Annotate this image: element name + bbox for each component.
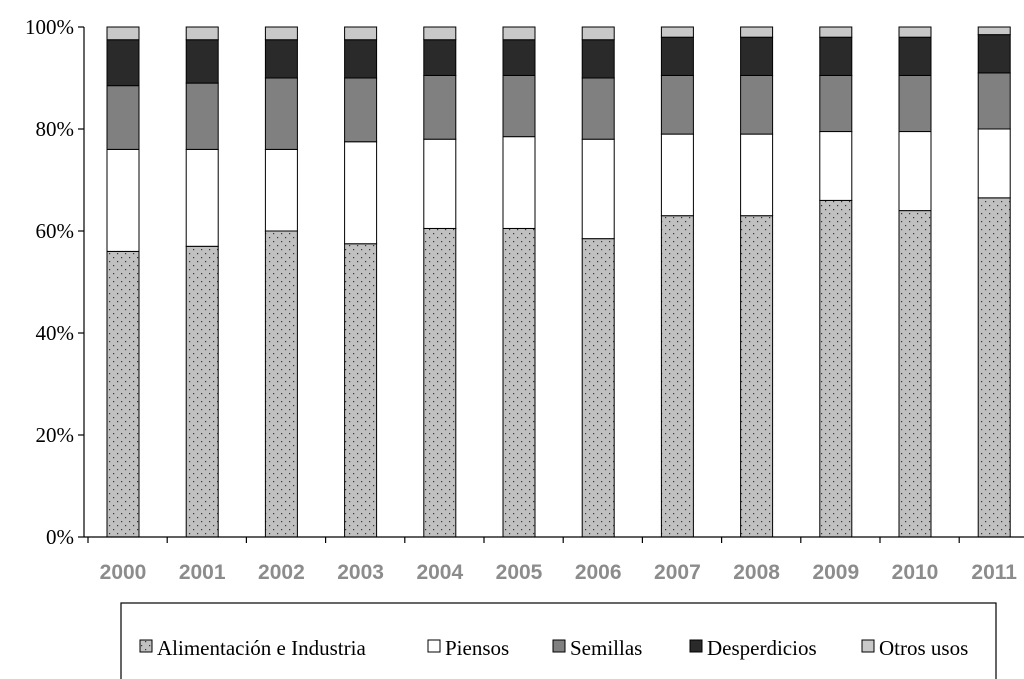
bars (106, 26, 1011, 538)
bar-segment-2003-desperdicios (344, 39, 378, 79)
bar-segment-2004-semillas (423, 74, 457, 140)
bar-segment-2006-otros-usos (581, 26, 615, 41)
bar-segment-2006-alimentaci-n-e-industria (581, 238, 615, 538)
bar-segment-2009-otros-usos (819, 26, 853, 38)
bar-segment-2001-desperdicios (185, 39, 219, 84)
x-tick-label: 2008 (733, 561, 780, 584)
bar-segment-2002-desperdicios (264, 39, 298, 79)
bar-segment-2010-piensos (898, 131, 932, 212)
y-tick-label: 20% (36, 423, 75, 447)
bar-segment-2003-piensos (344, 141, 378, 245)
bar-segment-2007-semillas (660, 74, 694, 135)
legend-label: Semillas (570, 636, 642, 660)
legend-label: Piensos (445, 636, 509, 660)
bar-segment-2000-otros-usos (106, 26, 140, 41)
bar-segment-2001-semillas (185, 82, 219, 150)
bar-segment-2004-piensos (423, 138, 457, 229)
bar-segment-2008-alimentaci-n-e-industria (740, 215, 774, 538)
bar-segment-2004-alimentaci-n-e-industria (423, 227, 457, 538)
bar-segment-2011-piensos (977, 128, 1011, 199)
bar-segment-2009-semillas (819, 74, 853, 133)
bar-segment-2011-otros-usos (977, 26, 1011, 36)
bar-segment-2002-otros-usos (264, 26, 298, 41)
bar-segment-2008-piensos (740, 133, 774, 217)
legend-swatch (552, 639, 566, 653)
bar-segment-2007-piensos (660, 133, 694, 217)
bar-segment-2004-otros-usos (423, 26, 457, 41)
bar-segment-2007-alimentaci-n-e-industria (660, 215, 694, 538)
bar-segment-2011-desperdicios (977, 34, 1011, 74)
bar-segment-2006-semillas (581, 77, 615, 140)
bar-segment-2001-alimentaci-n-e-industria (185, 245, 219, 538)
bar-segment-2009-desperdicios (819, 36, 853, 76)
y-tick-label: 40% (36, 321, 75, 345)
legend-swatch (139, 639, 153, 653)
legend-label: Desperdicios (707, 636, 817, 660)
bar-segment-2006-desperdicios (581, 39, 615, 79)
bar-segment-2000-piensos (106, 148, 140, 252)
x-tick-label: 2004 (416, 561, 463, 584)
x-tick-label: 2000 (100, 561, 147, 584)
bar-segment-2004-desperdicios (423, 39, 457, 76)
x-tick-label: 2006 (575, 561, 622, 584)
bar-segment-2005-piensos (502, 136, 536, 229)
bar-segment-2005-semillas (502, 74, 536, 138)
bar-segment-2010-otros-usos (898, 26, 932, 38)
x-tick-label: 2001 (179, 561, 226, 584)
bar-segment-2000-alimentaci-n-e-industria (106, 250, 140, 538)
bar-segment-2007-otros-usos (660, 26, 694, 38)
bar-segment-2003-alimentaci-n-e-industria (344, 243, 378, 538)
legend: Alimentación e Industria Piensos Semillas D… (120, 602, 997, 679)
bar-segment-2008-otros-usos (740, 26, 774, 38)
bar-segment-2011-semillas (977, 72, 1011, 130)
bar-segment-2006-piensos (581, 138, 615, 240)
bar-segment-2002-piensos (264, 148, 298, 232)
bar-segment-2009-piensos (819, 131, 853, 201)
bar-segment-2003-otros-usos (344, 26, 378, 41)
bar-segment-2009-alimentaci-n-e-industria (819, 199, 853, 538)
x-tick-label: 2007 (654, 561, 701, 584)
bar-segment-2000-semillas (106, 85, 140, 150)
bar-segment-2008-desperdicios (740, 36, 774, 76)
bar-segment-2010-alimentaci-n-e-industria (898, 210, 932, 538)
legend-swatch (861, 639, 875, 653)
bar-segment-2002-alimentaci-n-e-industria (264, 230, 298, 538)
x-tick-label: 2003 (337, 561, 384, 584)
bar-segment-2001-otros-usos (185, 26, 219, 41)
x-tick-label: 2005 (496, 561, 543, 584)
legend-label: Otros usos (879, 636, 968, 660)
bar-segment-2008-semillas (740, 74, 774, 135)
y-tick-label: 60% (36, 219, 75, 243)
bar-segment-2010-semillas (898, 74, 932, 133)
bar-segment-2005-otros-usos (502, 26, 536, 41)
x-tick-label: 2002 (258, 561, 305, 584)
bar-segment-2011-alimentaci-n-e-industria (977, 197, 1011, 538)
y-tick-label: 80% (36, 117, 75, 141)
legend-swatch (427, 639, 441, 653)
bar-segment-2001-piensos (185, 148, 219, 247)
bar-segment-2000-desperdicios (106, 39, 140, 87)
legend-label: Alimentación e Industria (157, 636, 366, 660)
bar-segment-2003-semillas (344, 77, 378, 143)
bar-segment-2007-desperdicios (660, 36, 694, 76)
y-axis: 0% 20% 40% 60% 80% 100% (25, 15, 85, 549)
x-axis: 2000 2001 2002 2003 2004 2005 2006 2007 2008 2009… (84, 536, 1024, 584)
y-tick-label: 0% (46, 525, 74, 549)
bar-segment-2002-semillas (264, 77, 298, 150)
bar-segment-2005-alimentaci-n-e-industria (502, 227, 536, 538)
bar-segment-2010-desperdicios (898, 36, 932, 76)
legend-swatch (689, 639, 703, 653)
y-tick-label: 100% (25, 15, 74, 39)
x-tick-label: 2010 (892, 561, 939, 584)
bar-segment-2005-desperdicios (502, 39, 536, 76)
x-tick-label: 2009 (812, 561, 859, 584)
x-tick-label: 2011 (971, 561, 1017, 584)
